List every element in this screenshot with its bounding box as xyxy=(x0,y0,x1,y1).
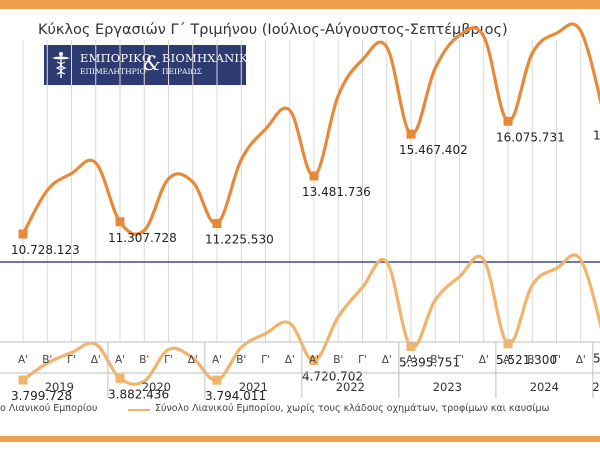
x-tick-label-quarter: Δ' xyxy=(91,354,101,366)
legend-label-core-retail: Σύνολο Λιανικού Εμπορίου, χωρίς τους κλά… xyxy=(155,403,550,414)
x-tick-label-quarter: Β' xyxy=(333,354,343,366)
data-point-marker xyxy=(309,356,319,366)
logo-ampersand: & xyxy=(143,51,161,75)
x-tick-label-quarter: Γ' xyxy=(455,354,464,366)
x-tick-label-quarter: Α' xyxy=(406,354,416,366)
series-line-1 xyxy=(21,22,600,236)
data-label: 11.307.728 xyxy=(108,231,177,245)
data-label: 3.882.436 xyxy=(108,387,169,401)
x-tick-label-quarter: Δ' xyxy=(285,354,295,366)
data-point-marker xyxy=(18,229,28,239)
legend: ο Λιανικού Εμπορίου Σύνολο Λιανικού Εμπο… xyxy=(0,403,600,419)
data-point-marker xyxy=(115,217,125,227)
x-tick-label-quarter: Β' xyxy=(527,354,537,366)
data-label: 3.794.011 xyxy=(205,389,266,403)
logo-text-peiraios: ΠΕΙΡΑΙΩΣ xyxy=(162,67,202,76)
data-label-layer: 10.728.123 11.307.728 11.225.530 13.481.736… xyxy=(11,128,600,403)
data-point-marker xyxy=(406,341,416,351)
data-point-marker xyxy=(18,375,28,385)
x-tick-label-quarter: Γ' xyxy=(358,354,367,366)
logo-text-emporiko: ΕΜΠΟΡΙΚΟ xyxy=(80,51,152,65)
x-tick-label-year: 2020 xyxy=(142,380,171,394)
data-point-marker xyxy=(503,339,513,349)
x-tick-label-quarter: Β' xyxy=(139,354,149,366)
data-label: 11.225.530 xyxy=(205,233,274,247)
caduceus-emblem-icon xyxy=(52,52,70,78)
series-layer xyxy=(18,22,600,386)
x-tick-label-quarter: Α' xyxy=(212,354,222,366)
x-tick-label-quarter: Γ' xyxy=(261,354,270,366)
chart-title: Κύκλος Εργασιών Γ΄ Τριμήνου (Ιούλιος-Αύγ… xyxy=(38,22,508,38)
x-tick-label-quarter: Α' xyxy=(115,354,125,366)
bottom-frame-bar xyxy=(0,436,600,442)
x-tick-label-quarter: Γ' xyxy=(67,354,76,366)
line-chart: 10.728.123 11.307.728 11.225.530 13.481.736… xyxy=(0,22,600,403)
x-tick-label-quarter: Α' xyxy=(18,354,28,366)
x-tick-label-quarter: Δ' xyxy=(188,354,198,366)
data-label: 5.395.751 xyxy=(399,355,460,369)
data-point-marker xyxy=(406,129,416,139)
x-tick-label-quarter: Α' xyxy=(309,354,319,366)
data-label: 13.481.736 xyxy=(302,185,371,199)
x-tick-label-year: 2019 xyxy=(45,380,74,394)
data-point-marker xyxy=(115,373,125,383)
logo-text-epimelitirio: ΕΠΙΜΕΛΗΤΗΡΙΟ xyxy=(80,67,146,76)
x-tick-label-quarter: Δ' xyxy=(576,354,586,366)
x-tick-label-quarter: Δ' xyxy=(382,354,392,366)
top-frame-bar xyxy=(0,0,600,9)
x-tick-label-year: 2022 xyxy=(336,380,365,394)
legend-swatch-core-retail xyxy=(128,409,150,411)
data-point-marker xyxy=(309,171,319,181)
data-label: 15.467.402 xyxy=(399,143,468,157)
chamber-logo: ΕΜΠΟΡΙΚΟ ΕΠΙΜΕΛΗΤΗΡΙΟ & ΒΙΟΜΗΧΑΝΙΚΟ ΠΕΙΡ… xyxy=(44,45,257,85)
x-tick-label-year: 2021 xyxy=(239,380,268,394)
data-point-marker xyxy=(212,375,222,385)
x-tick-label-quarter: Α' xyxy=(503,354,513,366)
x-tick-label-year: 2024 xyxy=(530,380,559,394)
legend-label-total-retail: ο Λιανικού Εμπορίου xyxy=(0,403,98,414)
data-label: 10.728.123 xyxy=(11,243,80,257)
x-tick-label-year: 2023 xyxy=(433,380,462,394)
x-tick-label-year: 2 xyxy=(592,380,599,394)
data-label: 5.589 xyxy=(593,351,600,365)
x-tick-label-quarter: Β' xyxy=(236,354,246,366)
data-label: 5.521.300 xyxy=(496,353,557,367)
x-tick-label-quarter: Β' xyxy=(430,354,440,366)
logo-text-viomichaniko: ΒΙΟΜΗΧΑΝΙΚΟ xyxy=(162,51,258,65)
x-axis: Α' Β' Γ' Δ' Α' Β' Γ' Δ' Α' Β' Γ' Δ' Α' Β' Γ' Δ' Α' Β' Γ' Δ'… xyxy=(0,341,600,398)
x-tick-label-quarter: Γ' xyxy=(164,354,173,366)
grid-layer xyxy=(22,40,582,342)
data-point-marker xyxy=(212,219,222,229)
x-tick-label-quarter: Δ' xyxy=(479,354,489,366)
x-tick-label-quarter: Β' xyxy=(42,354,52,366)
x-tick-label-quarter: Γ' xyxy=(552,354,561,366)
data-label: 16.075.731 xyxy=(496,130,565,144)
data-point-marker xyxy=(503,116,513,126)
data-label: 16.166. xyxy=(593,128,600,142)
data-label: 3.799.728 xyxy=(11,389,72,403)
